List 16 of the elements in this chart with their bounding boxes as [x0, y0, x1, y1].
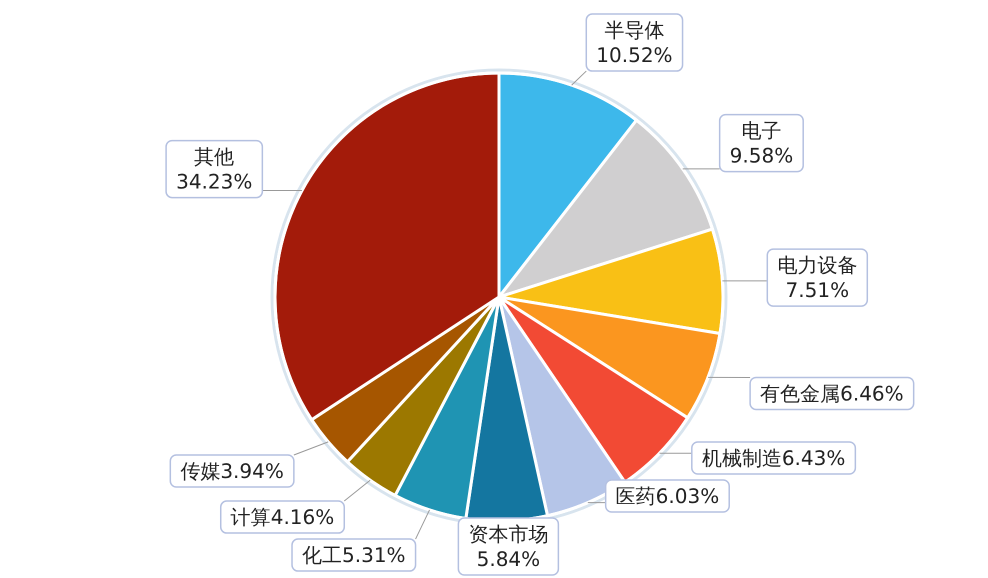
- slice-label: 电子: [741, 118, 782, 143]
- slice-label: 半导体: [604, 18, 664, 42]
- data-label: 5.84%: [476, 547, 540, 571]
- data-label: 10.52%: [596, 43, 673, 68]
- slice-label: 传媒3.94%: [180, 459, 284, 484]
- slice-label: 资本市场: [468, 522, 548, 546]
- data-label: 34.23%: [176, 170, 252, 194]
- slice-label: 机械制造6.43%: [702, 446, 846, 470]
- slice-label: 医药6.03%: [616, 484, 720, 508]
- data-label: 7.51%: [786, 278, 850, 302]
- slice-label: 其他: [194, 144, 234, 169]
- slice-label: 计算4.16%: [230, 505, 334, 530]
- data-label: 9.58%: [730, 144, 794, 168]
- slice-label: 化工5.31%: [302, 543, 406, 568]
- slice-label: 有色金属6.46%: [760, 381, 904, 406]
- slice-label: 电力设备: [777, 253, 858, 278]
